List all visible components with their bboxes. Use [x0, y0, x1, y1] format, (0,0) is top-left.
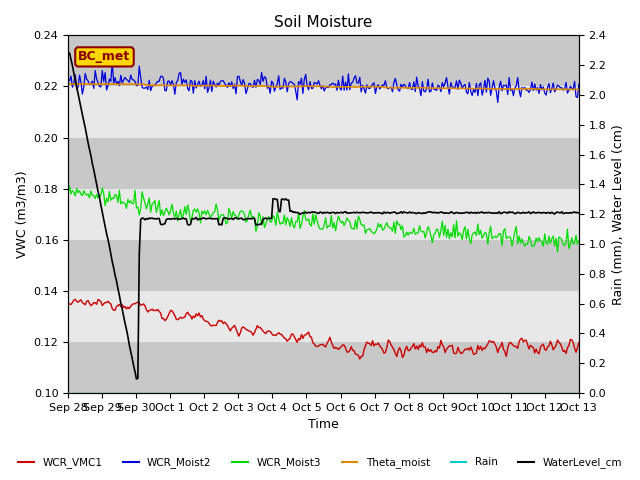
Bar: [68, 138, 579, 189]
Bar: [68, 36, 579, 86]
Bar: [68, 342, 579, 393]
Title: Soil Moisture: Soil Moisture: [275, 15, 372, 30]
Bar: [68, 240, 579, 291]
Bar: [68, 291, 579, 342]
X-axis label: Time: Time: [308, 419, 339, 432]
Y-axis label: VWC (m3/m3): VWC (m3/m3): [15, 170, 28, 258]
Y-axis label: Rain (mm), Water Level (cm): Rain (mm), Water Level (cm): [612, 124, 625, 305]
Bar: [68, 189, 579, 240]
Text: BC_met: BC_met: [78, 50, 131, 63]
Bar: [68, 86, 579, 138]
Legend: WCR_VMC1, WCR_Moist2, WCR_Moist3, Theta_moist, Rain, WaterLevel_cm: WCR_VMC1, WCR_Moist2, WCR_Moist3, Theta_…: [14, 453, 626, 472]
